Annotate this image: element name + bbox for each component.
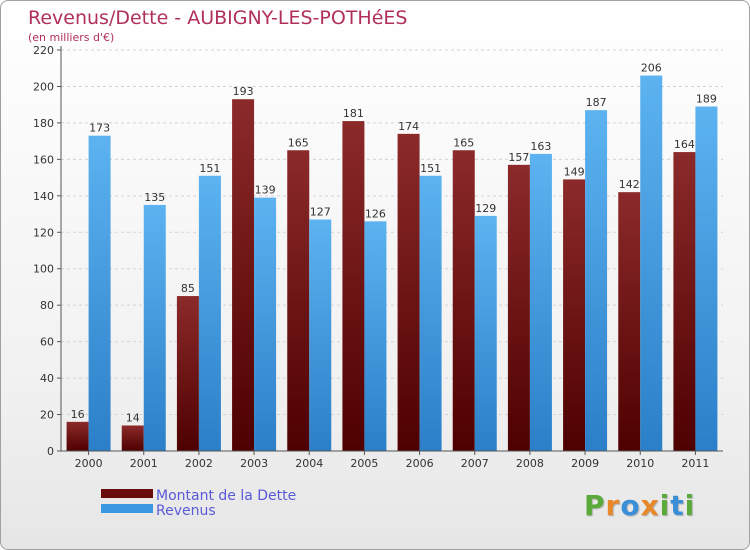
bar-revenus-2003 <box>254 197 277 451</box>
data-label-revenus-2000: 173 <box>89 122 110 135</box>
logo-letter: r <box>605 489 621 522</box>
data-label-debt-2004: 165 <box>288 136 309 149</box>
bar-revenus-2000 <box>88 135 111 451</box>
y-tick-label: 0 <box>47 445 54 458</box>
bar-revenus-2001 <box>143 204 166 451</box>
bar-revenus-2007 <box>474 215 497 451</box>
y-tick-label: 60 <box>40 336 54 349</box>
logo-letter: x <box>640 489 660 522</box>
chart-subtitle: (en milliers d'€) <box>28 31 114 44</box>
data-label-revenus-2010: 206 <box>641 62 662 75</box>
legend-swatch-revenus <box>101 504 153 513</box>
x-tick-label: 2003 <box>240 457 268 470</box>
bar-revenus-2002 <box>198 175 221 451</box>
data-label-debt-2009: 149 <box>564 165 585 178</box>
x-tick-label: 2009 <box>571 457 599 470</box>
bar-debt-2004 <box>287 150 310 451</box>
data-label-revenus-2003: 139 <box>255 184 276 197</box>
bar-revenus-2005 <box>364 221 387 451</box>
bars <box>66 75 718 452</box>
y-tick-label: 180 <box>33 117 54 130</box>
bar-debt-2011 <box>673 152 696 451</box>
data-label-debt-2011: 164 <box>674 138 695 151</box>
y-tick-label: 200 <box>33 80 54 93</box>
x-tick-label: 2001 <box>130 457 158 470</box>
data-label-debt-2008: 157 <box>508 151 529 164</box>
data-label-debt-2003: 193 <box>233 85 254 98</box>
data-label-revenus-2001: 135 <box>144 191 165 204</box>
axes: 0 20 40 60 80 100 120 140 160 180 200 220 2000 2001 20… <box>33 44 723 470</box>
bar-debt-2008 <box>507 164 530 451</box>
x-tick-label: 2004 <box>295 457 323 470</box>
bar-revenus-2006 <box>419 175 442 451</box>
y-tick-label: 40 <box>40 372 54 385</box>
bar-debt-2002 <box>176 296 199 451</box>
data-label-debt-2007: 165 <box>453 136 474 149</box>
bar-revenus-2004 <box>309 219 332 451</box>
logo-letter: o <box>620 489 641 522</box>
data-label-debt-2005: 181 <box>343 107 364 120</box>
bar-debt-2003 <box>232 99 255 452</box>
bar-revenus-2009 <box>585 110 608 452</box>
x-tick-label: 2005 <box>350 457 378 470</box>
bar-debt-2009 <box>563 179 586 451</box>
logo-letter: i <box>659 489 671 522</box>
y-tick-label: 100 <box>33 263 54 276</box>
bar-debt-2006 <box>397 133 420 451</box>
bar-revenus-2008 <box>529 153 552 452</box>
bar-debt-2000 <box>66 421 89 451</box>
legend-swatch-debt <box>101 489 153 498</box>
data-label-debt-2002: 85 <box>181 282 195 295</box>
x-tick-label: 2010 <box>626 457 654 470</box>
logo-letter: t <box>670 489 685 522</box>
y-tick-label: 140 <box>33 190 54 203</box>
data-label-revenus-2007: 129 <box>475 202 496 215</box>
y-tick-label: 160 <box>33 153 54 166</box>
bar-debt-2001 <box>121 425 144 451</box>
x-tick-label: 2006 <box>406 457 434 470</box>
y-tick-label: 220 <box>33 44 54 57</box>
y-tick-label: 80 <box>40 299 54 312</box>
data-label-debt-2001: 14 <box>126 411 140 424</box>
bar-debt-2005 <box>342 121 365 451</box>
logo-letter: i <box>684 489 696 522</box>
data-label-revenus-2008: 163 <box>530 140 551 153</box>
bar-revenus-2011 <box>695 106 718 451</box>
bar-debt-2007 <box>452 150 475 451</box>
x-tick-label: 2008 <box>516 457 544 470</box>
y-tick-label: 120 <box>33 226 54 239</box>
data-label-revenus-2004: 127 <box>310 206 331 219</box>
logo-letter: P <box>584 489 606 522</box>
data-label-revenus-2002: 151 <box>199 162 220 175</box>
data-label-debt-2006: 174 <box>398 120 419 133</box>
data-label-revenus-2009: 187 <box>586 96 607 109</box>
legend-label-debt: Montant de la Dette <box>156 488 296 504</box>
grid <box>61 49 723 452</box>
data-label-revenus-2011: 189 <box>696 93 717 106</box>
x-tick-label: 2007 <box>461 457 489 470</box>
x-tick-label: 2002 <box>185 457 213 470</box>
x-tick-label: 2000 <box>75 457 103 470</box>
data-label-revenus-2006: 151 <box>420 162 441 175</box>
legend-label-revenus: Revenus <box>156 503 216 519</box>
x-tick-label: 2011 <box>681 457 709 470</box>
data-label-debt-2010: 142 <box>619 178 640 191</box>
bar-revenus-2010 <box>640 75 663 451</box>
chart-title: Revenus/Dette - AUBIGNY-LES-POTHéES <box>28 7 407 29</box>
bar-debt-2010 <box>618 192 641 451</box>
y-tick-label: 20 <box>40 409 54 422</box>
legend: Montant de la Dette Revenus <box>101 488 296 519</box>
data-label-debt-2000: 16 <box>71 408 85 421</box>
data-labels: 16 173 14 135 85 151 193 139 165 127 181 126 174 151 1… <box>71 62 717 425</box>
data-label-revenus-2005: 126 <box>365 207 386 220</box>
proxiti-logo: Proxiti <box>584 489 695 522</box>
